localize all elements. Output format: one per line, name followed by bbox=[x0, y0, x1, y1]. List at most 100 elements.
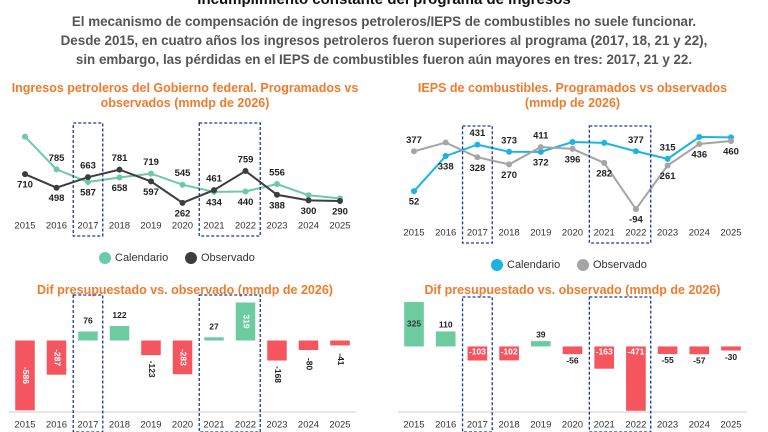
x-tick-label: 2021 bbox=[594, 228, 615, 239]
x-tick-label: 2020 bbox=[172, 420, 193, 431]
x-tick-label: 2024 bbox=[689, 420, 710, 431]
data-label: -287 bbox=[52, 349, 62, 366]
highlight-box bbox=[72, 122, 104, 237]
x-tick-label: 2018 bbox=[499, 420, 520, 431]
bar bbox=[15, 340, 35, 411]
subtitle-line: sin embargo, las pérdidas en el IEPS de … bbox=[75, 52, 693, 67]
legend-marker bbox=[185, 252, 197, 264]
x-tick-label: 2017 bbox=[77, 221, 98, 232]
point bbox=[537, 148, 544, 155]
data-label: 122 bbox=[112, 310, 126, 320]
point bbox=[148, 178, 154, 185]
subtitle: El mecanismo de compensación de ingresos… bbox=[0, 12, 768, 69]
data-label: 663 bbox=[80, 161, 96, 172]
point bbox=[474, 154, 481, 161]
data-label: -163 bbox=[596, 347, 613, 357]
data-label: -102 bbox=[501, 347, 518, 357]
data-label: 556 bbox=[269, 168, 285, 179]
point bbox=[22, 133, 28, 140]
data-label: 545 bbox=[175, 168, 192, 179]
x-tick-label: 2025 bbox=[329, 420, 350, 431]
data-label: 76 bbox=[83, 316, 93, 326]
page-title: Incumplimiento constante del programa de… bbox=[0, 0, 768, 8]
point bbox=[116, 174, 123, 181]
point bbox=[85, 179, 91, 186]
data-label: 282 bbox=[596, 168, 612, 179]
point bbox=[148, 170, 154, 177]
data-label: -56 bbox=[566, 355, 579, 365]
point bbox=[116, 166, 123, 173]
highlight-box bbox=[461, 296, 493, 432]
data-label: 373 bbox=[501, 135, 517, 146]
point bbox=[569, 145, 576, 152]
point bbox=[506, 161, 513, 168]
data-label: -103 bbox=[469, 347, 486, 357]
x-tick-label: 2023 bbox=[657, 420, 678, 431]
data-label: 587 bbox=[80, 188, 96, 199]
legend-label: Observado bbox=[593, 259, 647, 271]
point bbox=[179, 181, 186, 188]
x-tick-label: 2018 bbox=[499, 228, 520, 239]
data-label: 719 bbox=[143, 157, 159, 168]
data-label: 759 bbox=[238, 155, 254, 166]
x-tick-label: 2022 bbox=[625, 228, 646, 239]
point bbox=[601, 139, 608, 146]
data-label: 440 bbox=[238, 197, 254, 208]
x-tick-label: 2015 bbox=[403, 420, 424, 431]
x-tick-label: 2015 bbox=[14, 221, 35, 232]
point bbox=[337, 198, 343, 205]
data-label: 377 bbox=[406, 135, 422, 146]
x-tick-label: 2017 bbox=[467, 420, 488, 431]
highlight-box bbox=[461, 125, 493, 244]
point bbox=[442, 139, 449, 146]
data-label: 325 bbox=[407, 318, 421, 328]
bar bbox=[46, 340, 67, 375]
highlight-box bbox=[72, 294, 104, 432]
x-tick-label: 2016 bbox=[435, 228, 456, 239]
x-tick-label: 2023 bbox=[266, 221, 287, 232]
point bbox=[179, 199, 186, 206]
point bbox=[728, 138, 734, 145]
point bbox=[274, 191, 280, 198]
data-label: 27 bbox=[209, 322, 219, 332]
data-label: -123 bbox=[147, 361, 157, 378]
x-tick-label: 2022 bbox=[235, 420, 256, 431]
point bbox=[664, 155, 671, 162]
legend-marker bbox=[577, 259, 589, 271]
bar bbox=[204, 337, 224, 341]
bar bbox=[235, 302, 256, 341]
x-tick-label: 2019 bbox=[140, 221, 161, 232]
data-label: -283 bbox=[178, 349, 188, 366]
bar bbox=[721, 346, 741, 351]
x-tick-label: 2017 bbox=[467, 228, 488, 239]
legend-marker bbox=[491, 259, 503, 271]
data-label: -41 bbox=[336, 353, 346, 366]
bar bbox=[467, 346, 488, 361]
x-tick-label: 2025 bbox=[720, 228, 741, 239]
x-tick-label: 2024 bbox=[689, 228, 710, 239]
data-label: 658 bbox=[112, 183, 128, 194]
point bbox=[211, 187, 217, 194]
point bbox=[53, 184, 60, 191]
data-label: 261 bbox=[660, 171, 677, 182]
x-tick-label: 2025 bbox=[720, 420, 741, 431]
bar bbox=[657, 346, 678, 354]
point bbox=[242, 168, 249, 175]
point bbox=[242, 188, 249, 195]
point bbox=[632, 148, 639, 155]
chart-title: Ingresos petroleros del Gobierno federal… bbox=[11, 81, 359, 110]
x-tick-label: 2020 bbox=[562, 420, 583, 431]
data-label: 52 bbox=[409, 197, 420, 208]
highlight-box bbox=[588, 296, 652, 432]
x-tick-label: 2022 bbox=[625, 420, 646, 431]
data-label: -80 bbox=[304, 358, 314, 371]
data-label: 785 bbox=[49, 153, 66, 164]
bar bbox=[689, 346, 710, 355]
bar bbox=[172, 340, 193, 375]
point bbox=[506, 148, 513, 155]
legend-label: Calendario bbox=[507, 259, 560, 271]
bar bbox=[499, 346, 519, 361]
data-label: 377 bbox=[628, 135, 644, 146]
data-label: 270 bbox=[501, 170, 517, 181]
data-label: 710 bbox=[17, 180, 33, 191]
